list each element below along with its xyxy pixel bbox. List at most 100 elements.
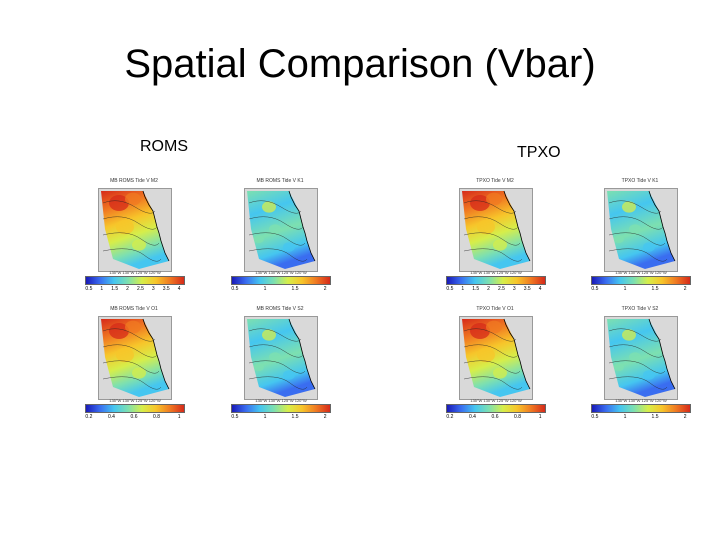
field-patch (262, 329, 276, 341)
field-patch (614, 363, 624, 371)
map-plot: 45°N40°N35°N30°N25°N (244, 188, 318, 272)
field-patch (132, 239, 146, 251)
field-patch (269, 352, 281, 362)
colorbar-labels: 0.2 0.4 0.6 0.8 1 (446, 414, 544, 422)
field-patch (629, 352, 641, 362)
slide-title: Spatial Comparison (Vbar) (124, 42, 596, 86)
colorbar-tick-label: 2 (683, 286, 687, 292)
contour-line (102, 328, 156, 342)
colorbar-labels: 0.5 1 1.5 2 (591, 414, 689, 422)
coastline (288, 318, 316, 390)
colorbar (231, 404, 331, 413)
contour-line (608, 216, 664, 230)
panel-title: TPXO Tide V M2 (476, 178, 514, 184)
map-plot: 45°N40°N35°N30°N25°N (604, 316, 678, 400)
field-patch (125, 192, 141, 206)
colorbar-tick-label: 3 (151, 286, 155, 292)
colorbar-tick-label: 1.5 (651, 414, 659, 420)
contour-line (608, 328, 662, 342)
panel-title: TPXO Tide V O1 (476, 306, 514, 312)
map-plot: 45°N40°N35°N30°N25°N (459, 188, 533, 272)
coastline (142, 190, 170, 262)
contour-line (248, 328, 302, 342)
lon-tick-labels: 135°W 130°W 125°W 120°W (615, 270, 667, 275)
panel-title: MB ROMS Tide V S2 (256, 306, 304, 312)
field-patch (486, 320, 502, 334)
field-patch (493, 367, 507, 379)
map-plot: 45°N40°N35°N30°N25°N (459, 316, 533, 400)
field-patch (477, 219, 495, 235)
map-svg (605, 317, 677, 399)
colorbar-tick-label: 4 (538, 286, 542, 292)
contour-line (608, 360, 666, 374)
contour-line (463, 232, 521, 246)
colorbar-tick-label: 1 (263, 414, 267, 420)
map-svg (605, 189, 677, 271)
field-patch (470, 195, 490, 211)
field-patch (283, 370, 295, 380)
contour-line (608, 344, 664, 358)
colorbar-tick-label: 4 (177, 286, 181, 292)
map-svg (99, 317, 171, 399)
coastline (648, 190, 676, 262)
field-patch (493, 239, 507, 251)
colorbar-tick-label: 1.5 (291, 414, 299, 420)
map-panel-tpxo-o1: TPXO Tide V O1 45°N40°N35°N30°N25°N135°W … (443, 306, 547, 428)
contour-line (608, 248, 668, 262)
colorbar-tick-label: 0.5 (446, 286, 454, 292)
colorbar-tick-label: 1.5 (472, 286, 480, 292)
field-patch (614, 235, 624, 243)
colorbar (231, 276, 331, 285)
map-plot: 45°N40°N35°N30°N25°N (244, 316, 318, 400)
colorbar-tick-label: 1.5 (111, 286, 119, 292)
colorbar-tick-label: 2.5 (497, 286, 505, 292)
field-patch (470, 323, 490, 339)
field-patch (629, 224, 641, 234)
contour-line (248, 344, 304, 358)
field-patch (132, 367, 146, 379)
panel-title: TPXO Tide V S2 (621, 306, 659, 312)
colorbar (591, 404, 691, 413)
contour-line (102, 232, 160, 246)
colorbar-labels: 0.2 0.4 0.6 0.8 1 (85, 414, 183, 422)
contour-line (463, 360, 521, 374)
colorbar-tick-label: 2 (323, 286, 327, 292)
colorbar (85, 404, 185, 413)
field-patch (116, 347, 134, 363)
panel-title: MB ROMS Tide V M2 (110, 178, 158, 184)
colorbar-tick-label: 1 (623, 414, 627, 420)
contour-line (463, 344, 519, 358)
lon-tick-labels: 135°W 130°W 125°W 120°W (109, 270, 161, 275)
map-panel-roms-o1: MB ROMS Tide V O1 45°N40°N35°N30°N25°N135… (82, 306, 186, 428)
colorbar-tick-label: 0.5 (591, 414, 599, 420)
contour-line (248, 200, 302, 214)
colorbar-tick-label: 3.5 (162, 286, 170, 292)
colorbar-tick-label: 1 (461, 286, 465, 292)
coastline (648, 318, 676, 390)
field-patch (116, 219, 134, 235)
field-patch (477, 347, 495, 363)
contour-line (608, 376, 668, 390)
colorbar-tick-label: 1 (177, 414, 181, 420)
field-patch (283, 242, 295, 252)
colorbar-tick-label: 2.5 (136, 286, 144, 292)
colorbar-labels: 0.5 1 1.5 2 (591, 286, 689, 294)
colorbar-tick-label: 2 (323, 414, 327, 420)
roms-group-label: ROMS (140, 138, 188, 155)
contour-line (463, 216, 519, 230)
colorbar-tick-label: 0.6 (130, 414, 138, 420)
colorbar-labels: 0.5 1 1.5 2 (231, 286, 329, 294)
field-patch (622, 329, 636, 341)
lon-tick-labels: 135°W 130°W 125°W 120°W (615, 398, 667, 403)
map-svg (99, 189, 171, 271)
colorbar-tick-label: 1 (623, 286, 627, 292)
map-panel-tpxo-m2: TPXO Tide V M2 45°N40°N35°N30°N25°N135°W … (443, 178, 547, 300)
field-patch (643, 370, 655, 380)
colorbar-tick-label: 3.5 (523, 286, 531, 292)
lon-tick-labels: 135°W 130°W 125°W 120°W (109, 398, 161, 403)
map-panel-roms-k1: MB ROMS Tide V K1 45°N40°N35°N30°N25°N135… (228, 178, 332, 300)
lon-tick-labels: 135°W 130°W 125°W 120°W (255, 270, 307, 275)
colorbar-tick-label: 0.5 (591, 286, 599, 292)
colorbar-tick-label: 0.8 (514, 414, 522, 420)
field-patch (486, 192, 502, 206)
